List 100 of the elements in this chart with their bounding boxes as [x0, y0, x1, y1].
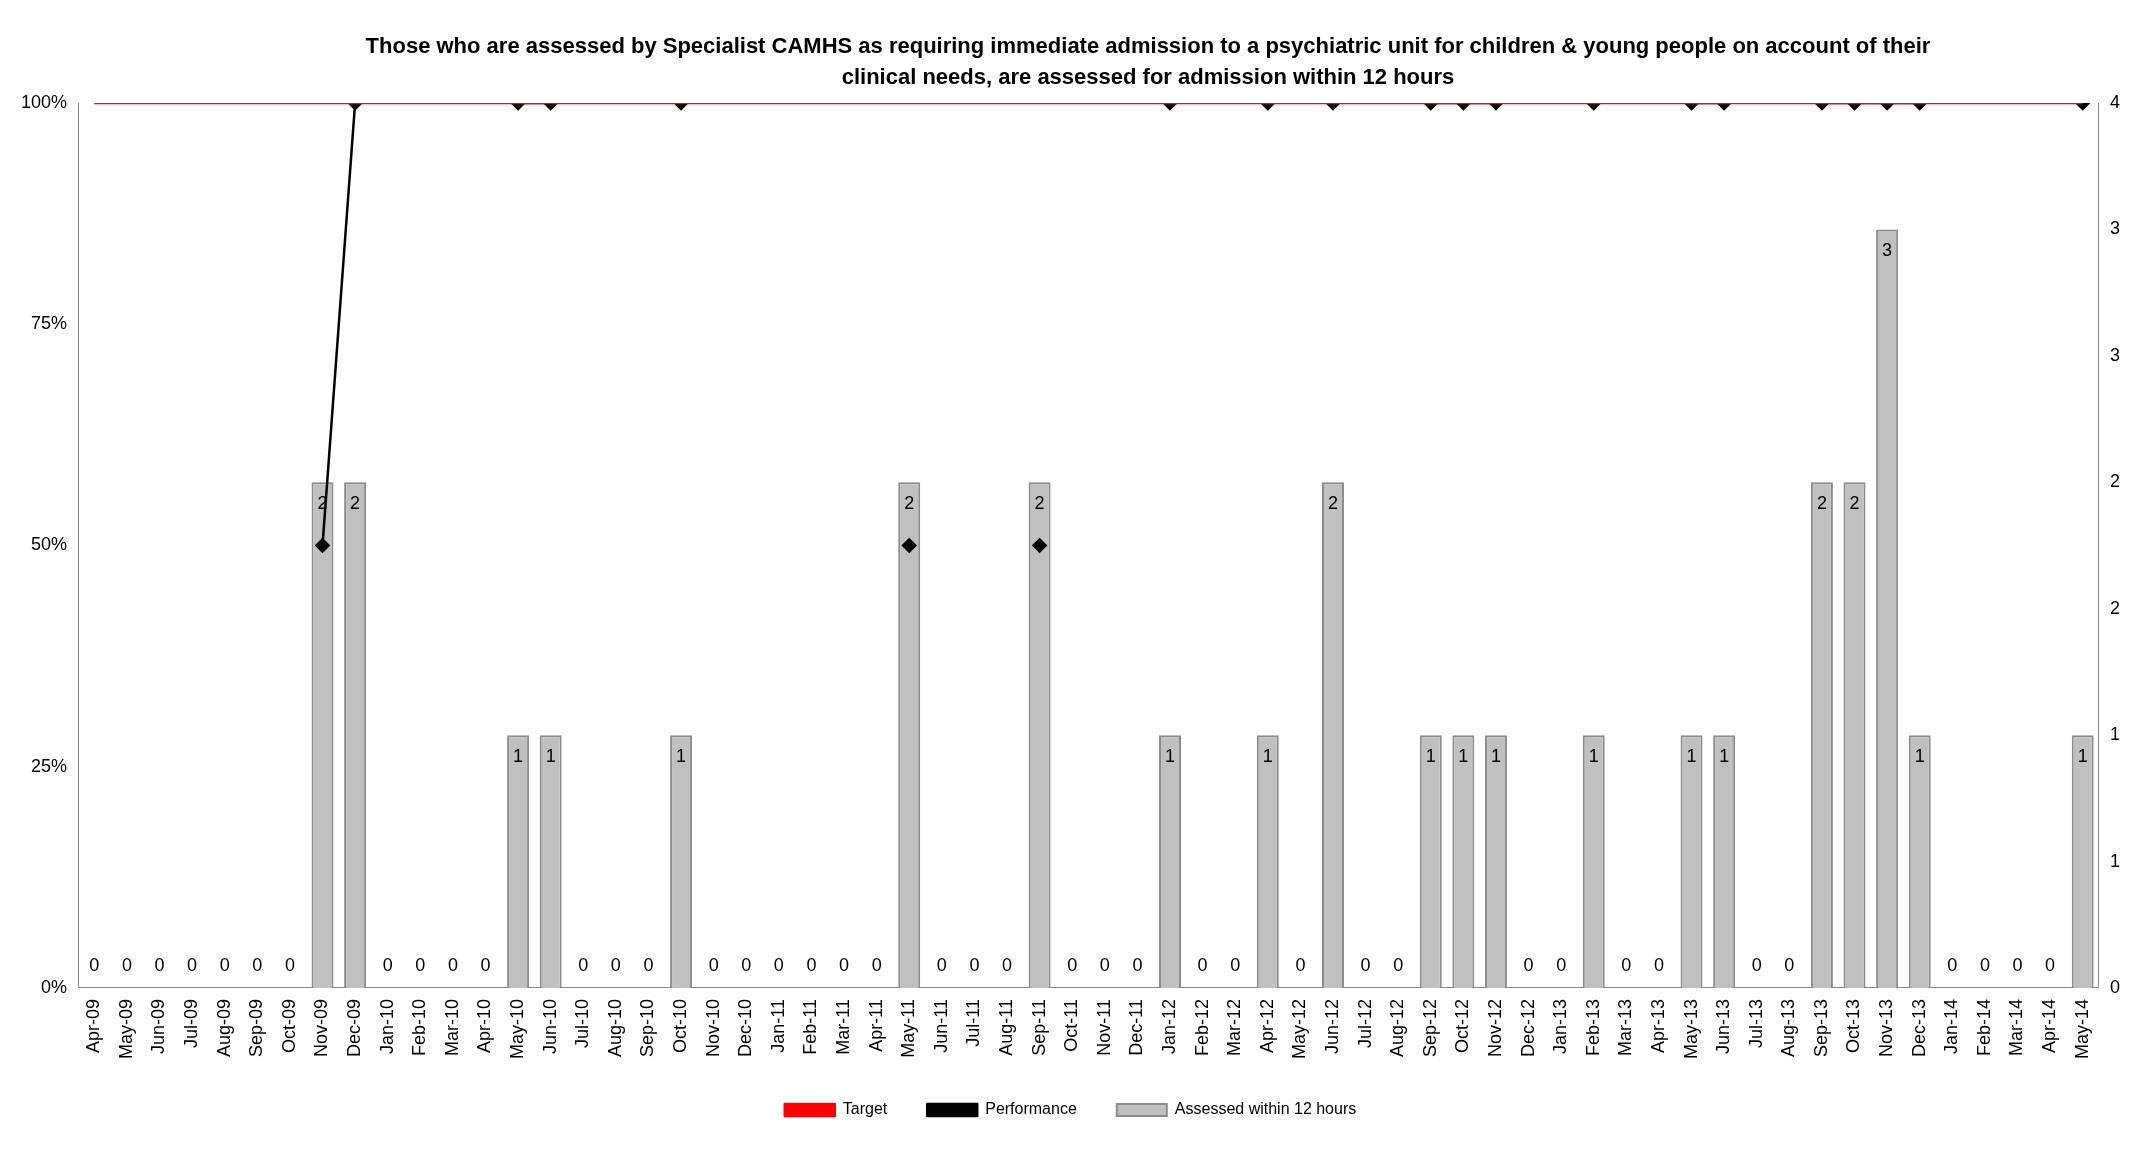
data-label: 1 — [1458, 746, 1469, 767]
x-tick-label: Feb-14 — [1973, 998, 1994, 1057]
data-label: 0 — [1523, 954, 1534, 975]
x-tick-label: Jul-10 — [572, 998, 593, 1049]
data-label: 0 — [382, 954, 393, 975]
data-label: 0 — [187, 954, 198, 975]
data-label: 0 — [1295, 954, 1306, 975]
chart-title: Those who are assessed by Specialist CAMHS as requiring immediate admission to a psychiatric unit for children & young people on account of their clinical needs, are assessed for admission within 12 hours — [364, 32, 1932, 91]
data-label: 0 — [1947, 954, 1958, 975]
data-label: 0 — [252, 954, 263, 975]
x-tick-label: Jun-09 — [148, 998, 169, 1055]
x-tick-label: Aug-13 — [1778, 998, 1799, 1058]
y-tick-label: 0% — [41, 976, 68, 997]
x-tick-label: Dec-11 — [1126, 998, 1147, 1056]
x-tick-label: Sep-11 — [1028, 998, 1049, 1056]
data-label: 0 — [1393, 954, 1404, 975]
data-label: 0 — [610, 954, 621, 975]
x-tick-label: Jul-13 — [1745, 998, 1766, 1049]
data-label: 0 — [1979, 954, 1990, 975]
x-tick-label: Aug-10 — [604, 998, 625, 1058]
x-tick-label: Aug-09 — [213, 998, 234, 1058]
data-label: 1 — [2077, 746, 2088, 767]
data-label: 0 — [2012, 954, 2023, 975]
data-label: 0 — [89, 954, 100, 975]
x-tick-label: Apr-10 — [474, 998, 495, 1054]
data-label: 1 — [1914, 746, 1925, 767]
legend-label: Assessed within 12 hours — [1174, 1100, 1357, 1118]
x-tick-label: Dec-12 — [1517, 998, 1538, 1058]
y2-tick-label: 0 — [2109, 976, 2120, 997]
data-label: 0 — [1099, 954, 1110, 975]
x-tick-label: Jan-14 — [1941, 998, 1962, 1055]
data-label: 0 — [871, 954, 882, 975]
data-label: 2 — [1816, 493, 1827, 514]
data-label: 1 — [676, 746, 687, 767]
x-tick-label: Apr-14 — [2039, 998, 2060, 1054]
data-label: 0 — [219, 954, 230, 975]
x-tick-label: Dec-13 — [1908, 998, 1929, 1058]
data-label: 2 — [904, 493, 915, 514]
x-tick-label: Jun-13 — [1713, 998, 1734, 1055]
x-tick-label: Jan-10 — [376, 998, 397, 1055]
data-label: 0 — [578, 954, 589, 975]
x-tick-label: Feb-13 — [1582, 998, 1603, 1057]
data-label: 1 — [1719, 746, 1730, 767]
data-label: 0 — [284, 954, 295, 975]
x-tick-label: Jul-12 — [1354, 998, 1375, 1049]
data-label: 0 — [1751, 954, 1762, 975]
data-label: 0 — [1784, 954, 1795, 975]
x-tick-label: Sep-13 — [1810, 998, 1831, 1058]
data-label: 0 — [1002, 954, 1013, 975]
data-label: 0 — [1653, 954, 1664, 975]
x-tick-label: Jul-09 — [181, 998, 202, 1049]
x-tick-label: Oct-10 — [670, 998, 691, 1054]
x-tick-label: Nov-09 — [311, 998, 332, 1058]
data-label: 0 — [806, 954, 817, 975]
data-label: 0 — [1132, 954, 1143, 975]
x-tick-label: May-09 — [115, 998, 136, 1060]
x-tick-label: Nov-13 — [1876, 998, 1897, 1058]
data-label: 0 — [643, 954, 654, 975]
x-tick-label: Dec-10 — [735, 998, 756, 1058]
data-label: 1 — [1262, 746, 1273, 767]
x-tick-label: Dec-09 — [344, 998, 365, 1058]
data-label: 0 — [969, 954, 980, 975]
x-tick-label: Aug-12 — [1387, 998, 1408, 1058]
x-tick-label: Apr-13 — [1647, 998, 1668, 1054]
x-tick-label: Oct-12 — [1452, 998, 1473, 1054]
data-label: 0 — [121, 954, 132, 975]
x-tick-label: Jun-12 — [1321, 998, 1342, 1055]
x-tick-label: Oct-09 — [278, 998, 299, 1054]
x-tick-label: Nov-12 — [1484, 998, 1505, 1058]
data-label: 0 — [773, 954, 784, 975]
x-tick-label: May-11 — [898, 998, 919, 1058]
x-tick-label: May-14 — [2071, 998, 2092, 1060]
data-label: 0 — [1067, 954, 1078, 975]
x-tick-label: Jul-11 — [963, 998, 984, 1047]
data-label: 1 — [1588, 746, 1599, 767]
y-tick-label: 50% — [31, 534, 68, 555]
data-label: 1 — [1165, 746, 1176, 767]
data-label: 1 — [513, 746, 524, 767]
x-tick-label: May-13 — [1680, 998, 1701, 1060]
data-label: 1 — [1425, 746, 1436, 767]
data-label: 2 — [1327, 493, 1338, 514]
x-tick-label: Sep-10 — [637, 998, 658, 1058]
y2-tick-label: 4 — [2109, 91, 2120, 112]
x-tick-label: Feb-12 — [1191, 998, 1212, 1057]
x-tick-label: Jun-11 — [930, 998, 951, 1053]
x-tick-label: Jan-12 — [1158, 998, 1179, 1055]
legend-label: Target — [842, 1100, 888, 1118]
x-tick-label: Sep-09 — [246, 998, 267, 1058]
y-tick-label: 75% — [31, 313, 68, 334]
data-label: 0 — [1621, 954, 1632, 975]
data-label: 0 — [154, 954, 165, 975]
x-tick-label: Feb-11 — [800, 998, 821, 1055]
y-tick-label: 25% — [31, 755, 68, 776]
legend-label: Performance — [985, 1100, 1077, 1118]
x-tick-label: Mar-12 — [1224, 998, 1245, 1056]
data-label: 0 — [1360, 954, 1371, 975]
x-tick-label: Aug-11 — [995, 998, 1016, 1056]
data-label: 0 — [839, 954, 850, 975]
y2-tick-label: 3 — [2109, 218, 2120, 239]
x-tick-label: Jun-10 — [539, 998, 560, 1055]
